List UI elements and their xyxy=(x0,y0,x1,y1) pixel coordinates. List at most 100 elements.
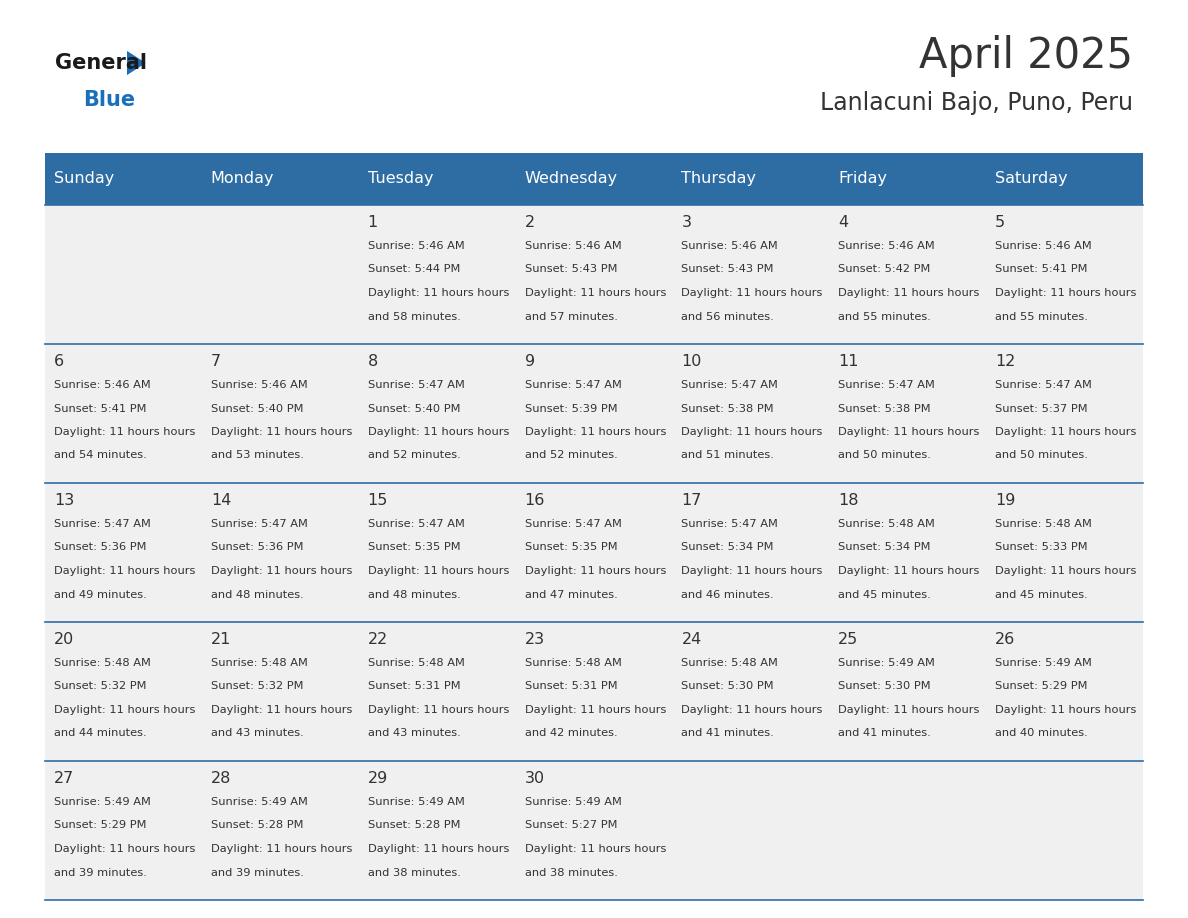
Bar xyxy=(45,205,202,344)
Text: Sunset: 5:35 PM: Sunset: 5:35 PM xyxy=(525,543,618,553)
Text: Sunrise: 5:47 AM: Sunrise: 5:47 AM xyxy=(525,380,621,390)
Text: Daylight: 11 hours hours: Daylight: 11 hours hours xyxy=(996,705,1137,715)
Text: Daylight: 11 hours hours: Daylight: 11 hours hours xyxy=(368,566,510,576)
Text: Daylight: 11 hours hours: Daylight: 11 hours hours xyxy=(210,844,352,854)
Text: Sunset: 5:32 PM: Sunset: 5:32 PM xyxy=(53,681,146,691)
Text: Daylight: 11 hours hours: Daylight: 11 hours hours xyxy=(53,844,195,854)
Text: 11: 11 xyxy=(839,354,859,369)
Text: Sunset: 5:37 PM: Sunset: 5:37 PM xyxy=(996,404,1088,413)
Text: Daylight: 11 hours hours: Daylight: 11 hours hours xyxy=(839,288,980,298)
Text: April 2025: April 2025 xyxy=(920,35,1133,77)
Bar xyxy=(359,205,516,344)
Text: Sunrise: 5:49 AM: Sunrise: 5:49 AM xyxy=(839,658,935,668)
Text: Daylight: 11 hours hours: Daylight: 11 hours hours xyxy=(996,288,1137,298)
Text: Daylight: 11 hours hours: Daylight: 11 hours hours xyxy=(839,427,980,437)
Bar xyxy=(986,761,1143,900)
Text: 3: 3 xyxy=(682,215,691,230)
Text: and 48 minutes.: and 48 minutes. xyxy=(368,589,461,599)
Text: and 45 minutes.: and 45 minutes. xyxy=(839,589,931,599)
Text: 22: 22 xyxy=(368,632,388,647)
Text: and 38 minutes.: and 38 minutes. xyxy=(525,868,618,878)
Bar xyxy=(829,344,986,483)
Text: and 40 minutes.: and 40 minutes. xyxy=(996,729,1088,738)
Bar xyxy=(202,344,359,483)
Bar xyxy=(202,761,359,900)
Text: Sunrise: 5:46 AM: Sunrise: 5:46 AM xyxy=(53,380,151,390)
Text: Daylight: 11 hours hours: Daylight: 11 hours hours xyxy=(368,844,510,854)
Text: 28: 28 xyxy=(210,771,232,786)
Bar xyxy=(516,153,672,205)
Text: 21: 21 xyxy=(210,632,232,647)
Bar xyxy=(829,153,986,205)
Text: and 46 minutes.: and 46 minutes. xyxy=(682,589,775,599)
Text: and 52 minutes.: and 52 minutes. xyxy=(368,451,461,461)
Text: Daylight: 11 hours hours: Daylight: 11 hours hours xyxy=(525,427,666,437)
Bar xyxy=(986,344,1143,483)
Bar xyxy=(359,153,516,205)
Bar xyxy=(672,153,829,205)
Text: Sunrise: 5:47 AM: Sunrise: 5:47 AM xyxy=(682,519,778,529)
Text: Saturday: Saturday xyxy=(996,172,1068,186)
Bar xyxy=(45,344,202,483)
Bar xyxy=(202,205,359,344)
Text: Sunset: 5:44 PM: Sunset: 5:44 PM xyxy=(368,264,460,274)
Text: 15: 15 xyxy=(368,493,388,508)
Text: Sunrise: 5:47 AM: Sunrise: 5:47 AM xyxy=(839,380,935,390)
Text: 4: 4 xyxy=(839,215,848,230)
Bar xyxy=(672,761,829,900)
Text: 17: 17 xyxy=(682,493,702,508)
Text: Sunset: 5:43 PM: Sunset: 5:43 PM xyxy=(525,264,617,274)
Text: Sunrise: 5:49 AM: Sunrise: 5:49 AM xyxy=(368,797,465,807)
Bar xyxy=(672,483,829,622)
Text: Monday: Monday xyxy=(210,172,274,186)
Text: Sunset: 5:32 PM: Sunset: 5:32 PM xyxy=(210,681,303,691)
Text: Sunrise: 5:48 AM: Sunrise: 5:48 AM xyxy=(53,658,151,668)
Text: Sunrise: 5:48 AM: Sunrise: 5:48 AM xyxy=(525,658,621,668)
Text: and 53 minutes.: and 53 minutes. xyxy=(210,451,304,461)
Text: Sunset: 5:31 PM: Sunset: 5:31 PM xyxy=(525,681,618,691)
Text: Daylight: 11 hours hours: Daylight: 11 hours hours xyxy=(210,566,352,576)
Text: Daylight: 11 hours hours: Daylight: 11 hours hours xyxy=(368,427,510,437)
Text: Sunset: 5:38 PM: Sunset: 5:38 PM xyxy=(839,404,931,413)
Text: and 55 minutes.: and 55 minutes. xyxy=(996,311,1088,321)
Text: Sunset: 5:40 PM: Sunset: 5:40 PM xyxy=(210,404,303,413)
Text: Daylight: 11 hours hours: Daylight: 11 hours hours xyxy=(996,427,1137,437)
Text: Sunrise: 5:49 AM: Sunrise: 5:49 AM xyxy=(53,797,151,807)
Text: and 57 minutes.: and 57 minutes. xyxy=(525,311,618,321)
Text: Daylight: 11 hours hours: Daylight: 11 hours hours xyxy=(210,427,352,437)
Text: 20: 20 xyxy=(53,632,74,647)
Bar xyxy=(986,483,1143,622)
Text: and 39 minutes.: and 39 minutes. xyxy=(210,868,304,878)
Text: Daylight: 11 hours hours: Daylight: 11 hours hours xyxy=(53,427,195,437)
Text: 23: 23 xyxy=(525,632,544,647)
Text: and 47 minutes.: and 47 minutes. xyxy=(525,589,618,599)
Text: and 54 minutes.: and 54 minutes. xyxy=(53,451,147,461)
Text: Sunset: 5:43 PM: Sunset: 5:43 PM xyxy=(682,264,773,274)
Text: 10: 10 xyxy=(682,354,702,369)
Text: Thursday: Thursday xyxy=(682,172,757,186)
Bar xyxy=(516,483,672,622)
Text: 14: 14 xyxy=(210,493,232,508)
Text: and 43 minutes.: and 43 minutes. xyxy=(210,729,304,738)
Text: and 52 minutes.: and 52 minutes. xyxy=(525,451,618,461)
Text: Sunrise: 5:46 AM: Sunrise: 5:46 AM xyxy=(525,241,621,251)
Text: 13: 13 xyxy=(53,493,74,508)
Text: Sunrise: 5:47 AM: Sunrise: 5:47 AM xyxy=(53,519,151,529)
Bar xyxy=(202,622,359,761)
Text: Daylight: 11 hours hours: Daylight: 11 hours hours xyxy=(839,705,980,715)
Text: Daylight: 11 hours hours: Daylight: 11 hours hours xyxy=(682,705,823,715)
Text: Sunset: 5:36 PM: Sunset: 5:36 PM xyxy=(53,543,146,553)
Text: Sunrise: 5:47 AM: Sunrise: 5:47 AM xyxy=(368,519,465,529)
Text: Daylight: 11 hours hours: Daylight: 11 hours hours xyxy=(525,566,666,576)
Text: and 45 minutes.: and 45 minutes. xyxy=(996,589,1088,599)
Text: and 51 minutes.: and 51 minutes. xyxy=(682,451,775,461)
Text: Sunset: 5:30 PM: Sunset: 5:30 PM xyxy=(682,681,775,691)
Text: Sunrise: 5:48 AM: Sunrise: 5:48 AM xyxy=(839,519,935,529)
Text: Sunrise: 5:47 AM: Sunrise: 5:47 AM xyxy=(210,519,308,529)
Text: 12: 12 xyxy=(996,354,1016,369)
Text: Daylight: 11 hours hours: Daylight: 11 hours hours xyxy=(525,844,666,854)
Text: Sunrise: 5:46 AM: Sunrise: 5:46 AM xyxy=(996,241,1092,251)
Text: Sunset: 5:35 PM: Sunset: 5:35 PM xyxy=(368,543,460,553)
Bar xyxy=(986,205,1143,344)
Text: and 44 minutes.: and 44 minutes. xyxy=(53,729,146,738)
